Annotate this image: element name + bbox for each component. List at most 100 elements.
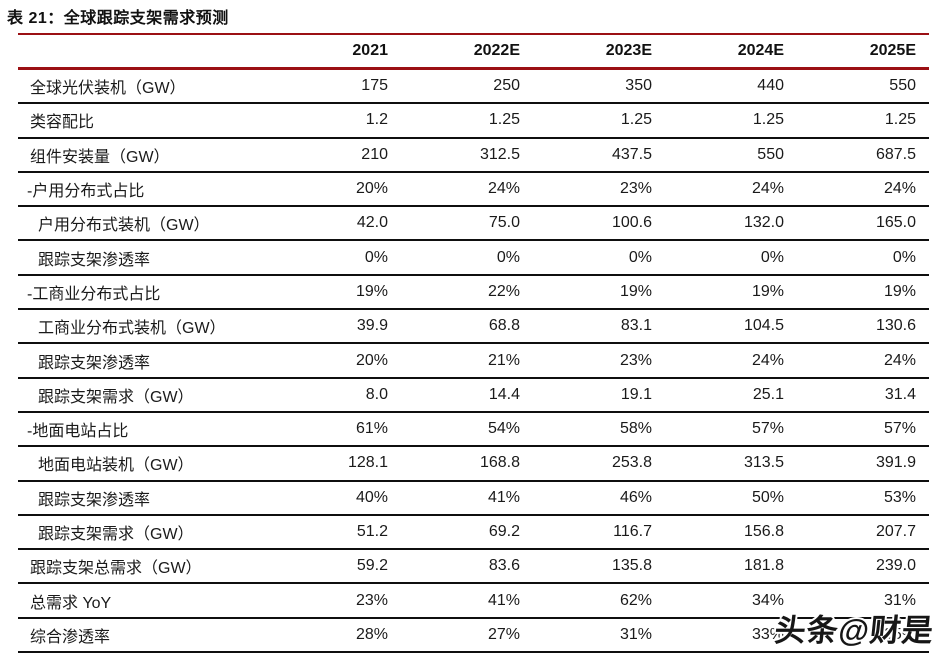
cell-value: 54% (487, 420, 520, 438)
cell-value: 1.25 (620, 111, 652, 129)
cell-value: 175 (361, 77, 388, 95)
table-row: 跟踪支架渗透率 40% 41% 46% 50% 53% (18, 481, 929, 515)
header-empty-cell (18, 37, 269, 69)
cell-value: 250 (493, 77, 520, 95)
table-row: 工商业分布式装机（GW） 39.9 68.8 83.1 104.5 130.6 (18, 309, 929, 344)
table-row: -户用分布式占比 20% 24% 23% 24% 24% (18, 172, 929, 207)
cell-value: 135.8 (611, 557, 652, 575)
cell-value: 57% (751, 420, 784, 438)
cell-value: 25.1 (752, 385, 784, 403)
row-label: 跟踪支架需求（GW） (38, 526, 194, 543)
cell-value: 41% (487, 488, 520, 506)
column-header: 2021 (352, 42, 388, 59)
cell-value: 687.5 (875, 145, 916, 163)
cell-value: 239.0 (875, 557, 916, 575)
cell-value: 132.0 (743, 214, 784, 232)
watermark: 头条@财是 (772, 613, 936, 648)
cell-value: 83.6 (488, 557, 520, 575)
cell-value: 62% (619, 591, 652, 609)
title-underline-rule (18, 33, 929, 35)
cell-value: 46% (619, 488, 652, 506)
cell-value: 61% (355, 420, 388, 438)
table-row: 综合渗透率 28% 27% 31% 33% 35% (18, 618, 929, 653)
cell-value: 21% (487, 351, 520, 369)
table-row: 跟踪支架总需求（GW） 59.2 83.6 135.8 181.8 239.0 (18, 549, 929, 584)
table-row: 跟踪支架渗透率 0% 0% 0% 0% 0% (18, 240, 929, 275)
cell-value: 50% (751, 488, 784, 506)
table-header: 2021 2022E 2023E 2024E 2025E (18, 37, 929, 69)
cell-value: 253.8 (611, 454, 652, 472)
cell-value: 104.5 (743, 317, 784, 335)
cell-value: 24% (751, 180, 784, 198)
table-row: 类容配比 1.2 1.25 1.25 1.25 1.25 (18, 103, 929, 138)
cell-value: 68.8 (488, 317, 520, 335)
row-label: -户用分布式占比 (27, 183, 145, 201)
cell-value: 1.25 (884, 111, 916, 129)
table-row: 组件安装量（GW） 210 312.5 437.5 550 687.5 (18, 138, 929, 172)
cell-value: 19% (619, 282, 652, 300)
cell-value: 20% (355, 180, 388, 198)
row-label: 跟踪支架渗透率 (38, 251, 151, 269)
table-title: 表 21：全球跟踪支架需求预测 (7, 10, 229, 27)
cell-value: 31% (883, 591, 916, 609)
cell-value: 34% (751, 591, 784, 609)
row-label: 工商业分布式装机（GW） (38, 320, 226, 338)
cell-value: 210 (361, 145, 388, 163)
cell-value: 23% (355, 591, 388, 609)
table-row: 跟踪支架需求（GW） 51.2 69.2 116.7 156.8 207.7 (18, 515, 929, 550)
table-row: 跟踪支架渗透率 20% 21% 23% 24% 24% (18, 343, 929, 378)
cell-value: 100.6 (611, 214, 652, 232)
cell-value: 350 (625, 77, 652, 95)
cell-value: 550 (757, 145, 784, 163)
cell-value: 156.8 (743, 523, 784, 540)
table-body: 全球光伏装机（GW） 175 250 350 440 550 类容配比 1.2 1.25 1.25… (18, 69, 929, 653)
cell-value: 0% (760, 248, 784, 266)
cell-value: 0% (496, 248, 520, 266)
row-label: -地面电站占比 (27, 423, 129, 441)
cell-value: 19% (883, 282, 916, 300)
cell-value: 14.4 (488, 385, 520, 403)
cell-value: 181.8 (743, 557, 784, 575)
row-label: 组件安装量（GW） (30, 148, 170, 166)
cell-value: 35% (883, 625, 916, 643)
table-row: 全球光伏装机（GW） 175 250 350 440 550 (18, 69, 929, 104)
cell-value: 41% (487, 591, 520, 609)
column-header: 2023E (605, 42, 652, 59)
table-row: 户用分布式装机（GW） 42.0 75.0 100.6 132.0 165.0 (18, 206, 929, 241)
table-row: -工商业分布式占比 19% 22% 19% 19% 19% (18, 275, 929, 310)
cell-value: 1.25 (752, 111, 784, 129)
cell-value: 128.1 (347, 454, 388, 472)
row-label: 综合渗透率 (30, 628, 111, 646)
cell-value: 24% (751, 351, 784, 369)
cell-value: 1.2 (365, 111, 388, 129)
cell-value: 33% (751, 625, 784, 643)
table-row: -地面电站占比 61% 54% 58% 57% 57% (18, 412, 929, 447)
cell-value: 20% (355, 351, 388, 369)
cell-value: 27% (487, 625, 520, 643)
cell-value: 22% (487, 282, 520, 300)
forecast-table: 2021 2022E 2023E 2024E 2025E 全球光伏装机（GW） 175 25… (18, 37, 929, 653)
table-row: 地面电站装机（GW） 128.1 168.8 253.8 313.5 391.9 (18, 446, 929, 481)
cell-value: 42.0 (356, 214, 388, 232)
cell-value: 28% (355, 625, 388, 643)
cell-value: 0% (892, 248, 916, 266)
row-label: 跟踪支架需求（GW） (38, 388, 194, 406)
cell-value: 57% (883, 420, 916, 438)
cell-value: 24% (487, 180, 520, 198)
cell-value: 19% (751, 282, 784, 300)
cell-value: 53% (883, 488, 916, 506)
cell-value: 40% (355, 488, 388, 506)
row-label: 跟踪支架渗透率 (38, 354, 151, 372)
column-header: 2022E (473, 42, 520, 59)
cell-value: 31.4 (884, 385, 916, 403)
cell-value: 23% (619, 351, 652, 369)
row-label: 类容配比 (30, 114, 95, 132)
cell-value: 440 (757, 77, 784, 95)
row-label: 户用分布式装机（GW） (38, 217, 210, 235)
cell-value: 0% (628, 248, 652, 266)
cell-value: 168.8 (479, 454, 520, 472)
cell-value: 24% (883, 180, 916, 198)
cell-value: 23% (619, 180, 652, 198)
column-header: 2024E (737, 42, 784, 59)
cell-value: 59.2 (356, 557, 388, 575)
